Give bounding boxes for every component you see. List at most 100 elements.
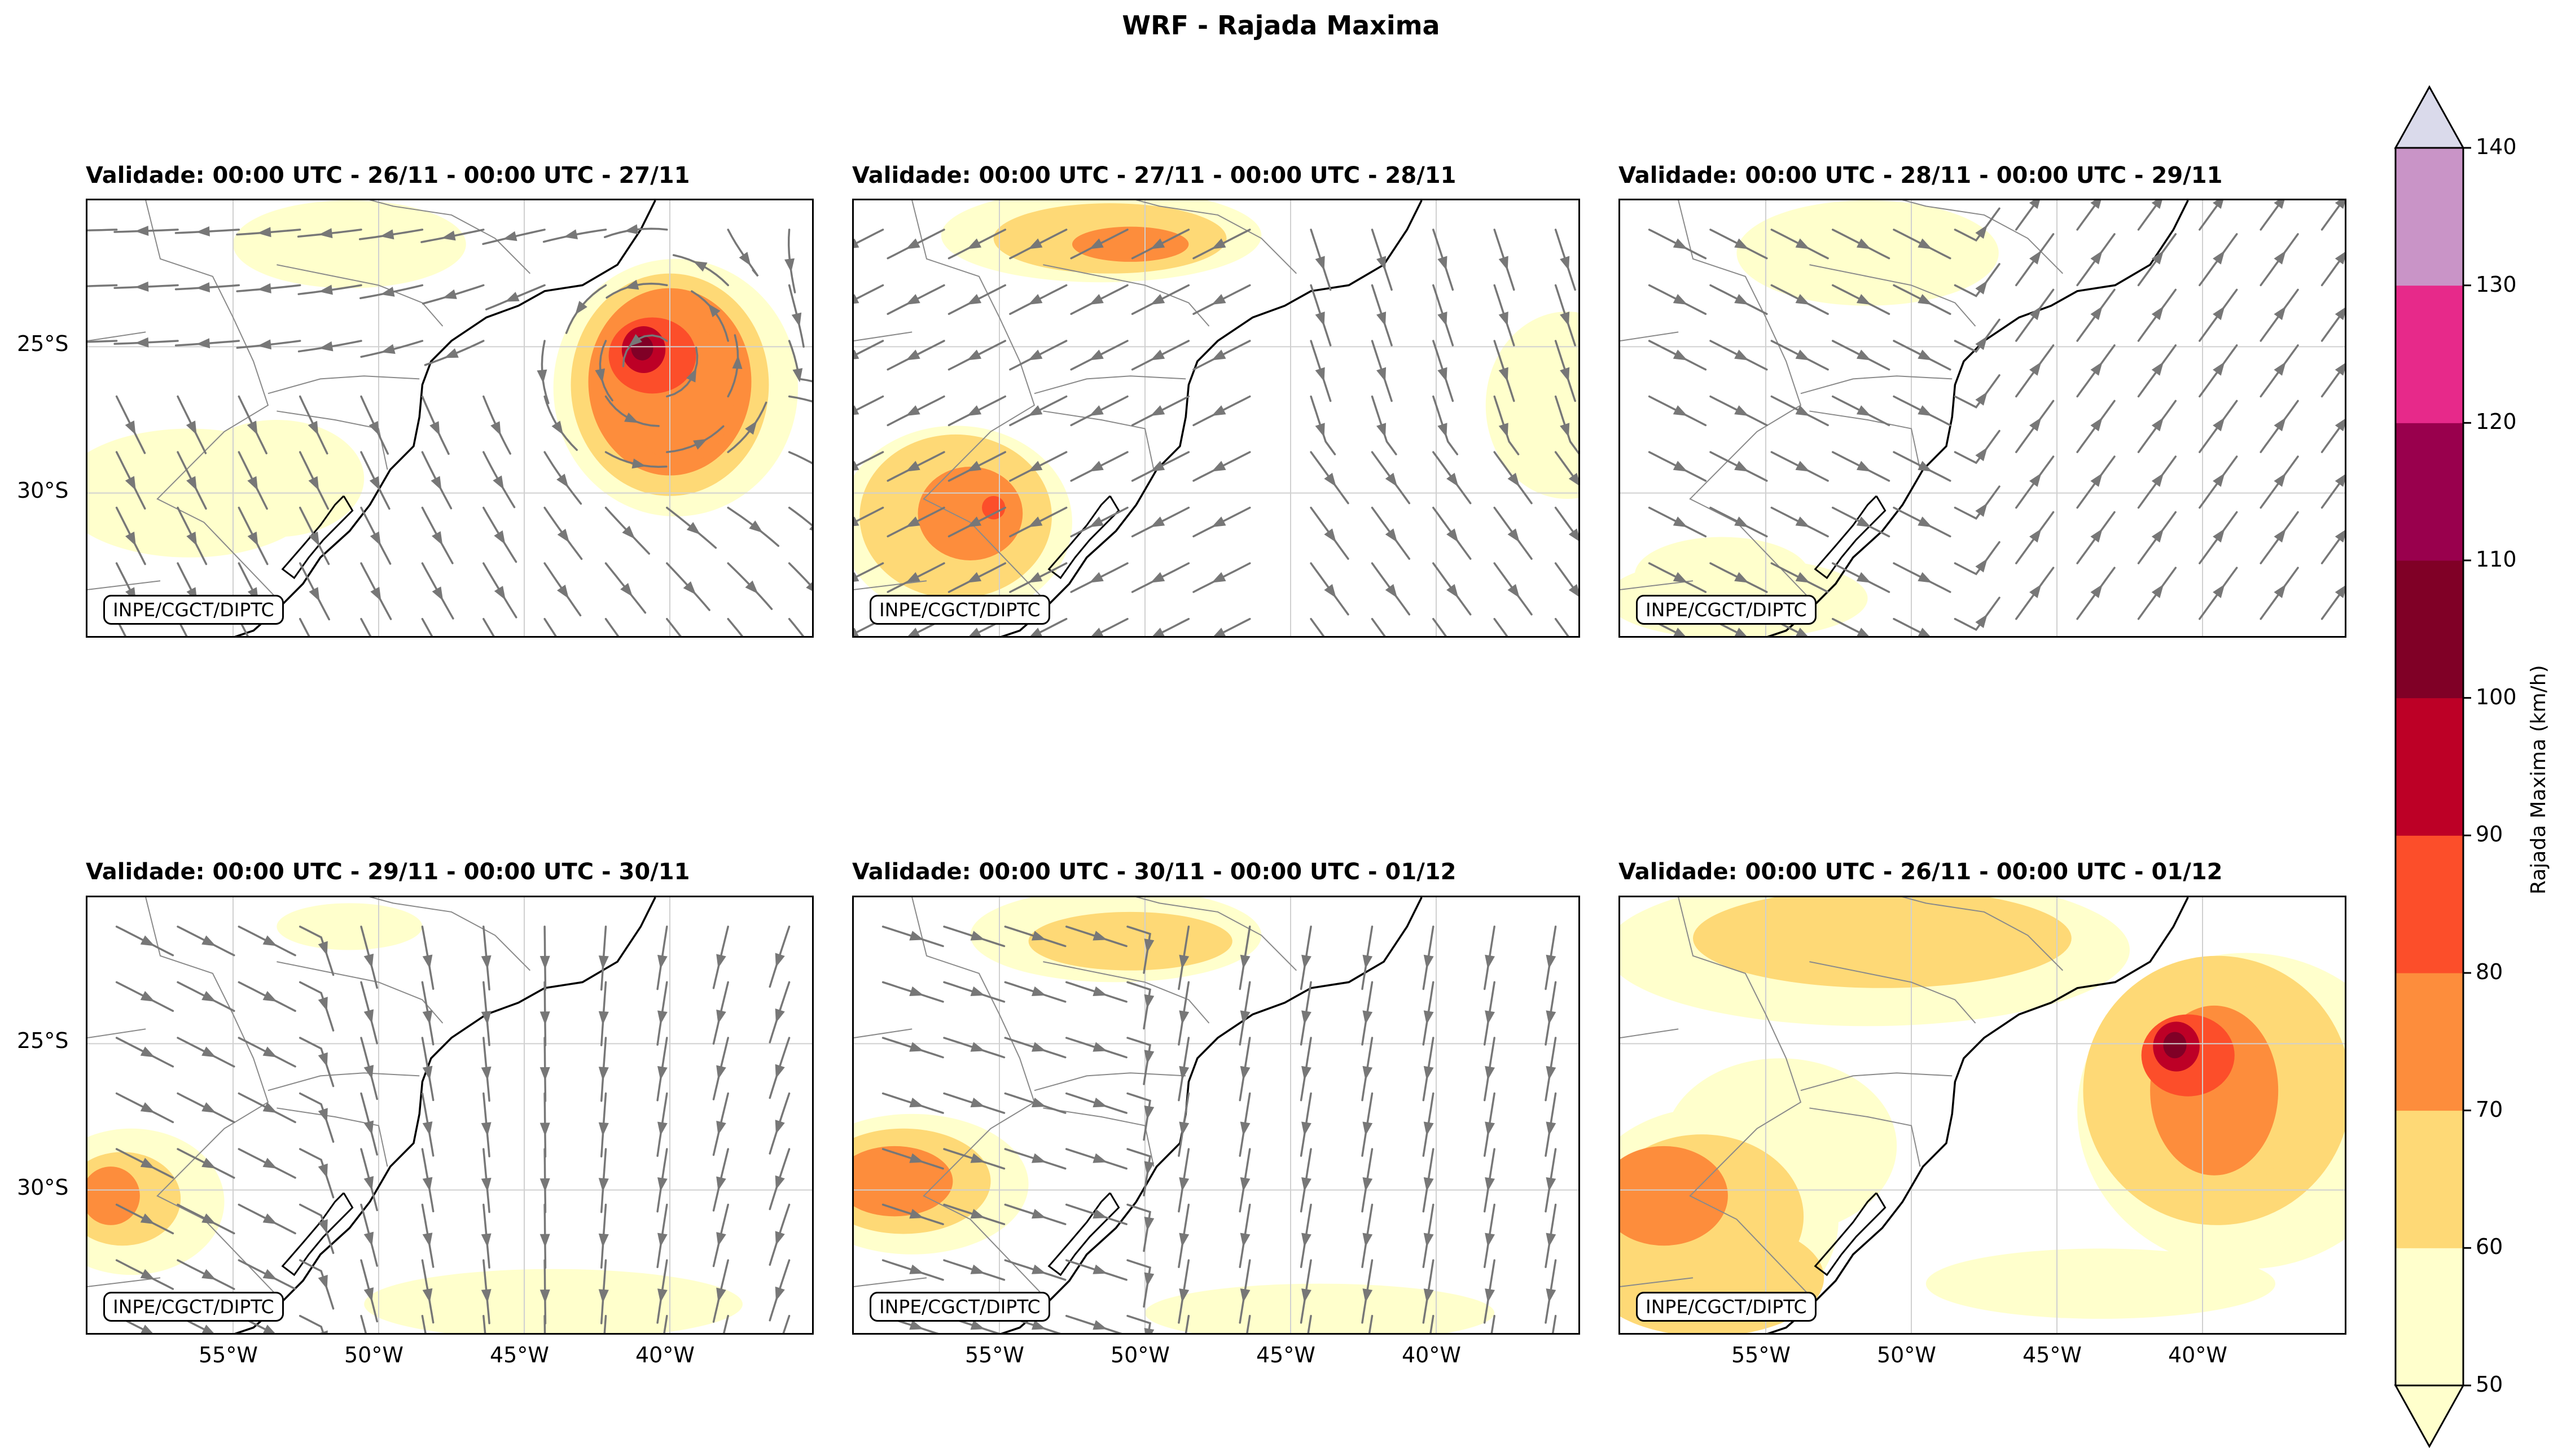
streamline-arrow [1673, 461, 1688, 472]
streamline-arrow [2335, 530, 2345, 543]
streamline-arrow [1857, 628, 1869, 636]
streamline-arrow [1093, 1264, 1107, 1274]
coastline [234, 200, 656, 636]
streamline-arrow [970, 1098, 985, 1108]
state-border [277, 410, 388, 470]
streamline-arrow [657, 954, 668, 969]
streamline-arrow [2090, 200, 2102, 209]
streamline-arrow [262, 991, 277, 1002]
streamline-arrow [1032, 1153, 1046, 1163]
streamline-arrow [1240, 1010, 1251, 1025]
streamline-arrow [1212, 405, 1226, 416]
streamline-arrow [1179, 1121, 1190, 1136]
streamline-arrow [125, 420, 136, 435]
state-border [277, 961, 444, 1024]
streamline [788, 506, 812, 527]
streamline-arrow [140, 1213, 155, 1225]
streamline-arrow [854, 628, 859, 636]
streamline-arrow [2335, 308, 2345, 321]
streamline-arrow [598, 1289, 609, 1303]
map-plot [87, 897, 812, 1333]
state-border [1043, 410, 1155, 470]
streamline-arrow [1144, 1106, 1155, 1120]
streamline-arrow [1507, 584, 1520, 598]
streamline-arrow [1032, 986, 1046, 996]
streamline-arrow [257, 227, 271, 238]
streamline-arrow [775, 953, 785, 968]
lat-tick-label: 25°S [17, 1028, 69, 1054]
streamline-arrow [125, 532, 136, 546]
streamline-arrow [318, 1163, 328, 1178]
streamline-arrow [551, 420, 564, 435]
streamline-arrow [257, 339, 271, 350]
streamline [1493, 617, 1508, 636]
streamline-arrow [2151, 250, 2164, 265]
streamline-arrow [1918, 572, 1932, 583]
colorbar-segment [2396, 148, 2463, 286]
streamline-arrow [196, 338, 210, 349]
streamline-arrow [970, 1320, 985, 1330]
gust-contour [277, 903, 423, 950]
colorbar-tick-label: 80 [2476, 959, 2503, 984]
streamline [1185, 1314, 1190, 1333]
coastline [1001, 200, 1423, 636]
credit-label: INPE/CGCT/DIPTC [1636, 595, 1817, 625]
streamline-arrow [1150, 349, 1165, 361]
streamline-arrow [2029, 473, 2042, 487]
streamline-arrow [909, 1153, 924, 1163]
streamline-arrow [1856, 461, 1871, 472]
streamline-arrow [906, 238, 920, 249]
streamline [788, 617, 805, 636]
streamline-arrow [1028, 294, 1043, 305]
streamline-arrow [2274, 362, 2286, 376]
streamline-arrow [201, 1269, 216, 1280]
state-border [1902, 897, 2064, 971]
streamline-arrow [1918, 349, 1932, 361]
gust-contour [189, 420, 365, 537]
panel-title: Validade: 00:00 UTC - 28/11 - 00:00 UTC … [1618, 163, 2223, 188]
streamline-arrow [967, 294, 982, 305]
streamline-arrow [1089, 238, 1104, 249]
streamline-arrow [505, 292, 520, 302]
streamline-arrow [716, 954, 726, 968]
streamline-arrow [363, 1009, 374, 1024]
streamline [543, 617, 557, 636]
lagoon-outline [1047, 495, 1120, 580]
streamline-arrow [422, 1121, 433, 1136]
streamline-arrow [1673, 294, 1688, 305]
streamline-arrow [2274, 584, 2286, 598]
colorbar [2394, 85, 2471, 1449]
lon-tick-label: 55°W [199, 1343, 258, 1367]
streamline-arrow [481, 1289, 492, 1303]
colorbar-segment [2396, 285, 2463, 423]
streamline-arrow [2029, 528, 2042, 543]
state-border [854, 1028, 913, 1038]
streamline-arrow [967, 516, 982, 528]
streamline-arrow [598, 1067, 609, 1081]
gust-contour [1620, 1146, 1728, 1246]
streamline-arrow [1315, 312, 1325, 326]
streamline [603, 1314, 607, 1333]
streamline-arrow [1301, 1121, 1311, 1136]
streamline [177, 617, 188, 636]
lon-tick-label: 45°W [2023, 1343, 2082, 1367]
streamline-arrow [1089, 294, 1104, 305]
lat-tick-label: 25°S [17, 331, 69, 357]
lon-tick-label: 45°W [1256, 1343, 1315, 1367]
streamline-arrow [1734, 461, 1749, 472]
streamline [1954, 374, 2001, 409]
streamline-arrow [657, 1066, 668, 1081]
streamline-arrow [1093, 1153, 1107, 1163]
streamline [1954, 597, 2001, 631]
streamline-arrow [140, 935, 155, 946]
streamline-arrow [1485, 1177, 1495, 1192]
colorbar-tick-label: 140 [2476, 134, 2517, 159]
credit-label: INPE/CGCT/DIPTC [103, 595, 284, 625]
streamline-arrow [1975, 614, 1988, 628]
streamline-arrow [1301, 1065, 1311, 1080]
streamline-arrow [1212, 349, 1226, 361]
streamline-arrow [631, 458, 646, 469]
streamline-arrow [422, 1010, 433, 1025]
streamline-arrow [2090, 362, 2103, 376]
gust-contour [1780, 909, 1984, 962]
